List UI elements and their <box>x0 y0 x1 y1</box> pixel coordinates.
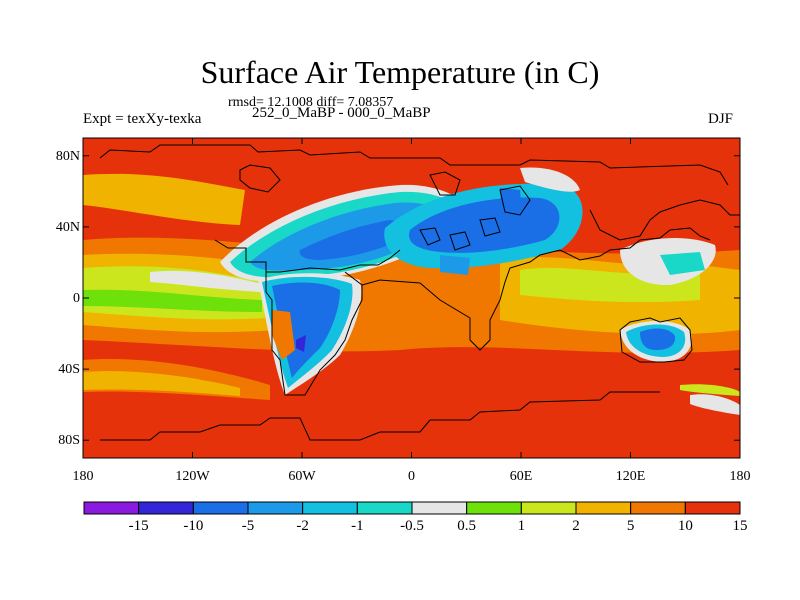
colorbar <box>83 501 741 515</box>
tethys-outline <box>504 227 711 283</box>
colorbar-swatch <box>302 501 358 515</box>
y-tick-label: 80S <box>58 433 80 449</box>
colorbar-swatch <box>520 501 577 515</box>
colorbar-swatch <box>684 501 741 515</box>
north-pacific-yellow <box>83 173 245 225</box>
map-title: Surface Air Temperature (in C) <box>200 54 600 90</box>
south-america-outline <box>265 271 363 396</box>
colorbar-label: 5 <box>626 518 635 534</box>
colorbar-label: 15 <box>732 518 748 534</box>
greenland-outline <box>239 164 281 193</box>
south-pacific-outline <box>100 391 660 441</box>
period-subtitle: 252_0_MaBP - 000_0_MaBP <box>252 105 431 121</box>
pacific-white-tongue <box>150 270 262 292</box>
y-tick-label: 40S <box>58 362 80 378</box>
experiment-label: Expt = texXy-texka <box>83 111 202 127</box>
x-tick-label: 120E <box>615 469 646 484</box>
colorbar-swatch <box>630 501 686 515</box>
colorbar-swatch <box>411 501 468 515</box>
colorbar-swatch <box>356 501 413 515</box>
tethys-islands-outline <box>419 217 501 251</box>
colorbar-swatch <box>575 501 632 515</box>
southeast-lime-streak <box>680 384 740 396</box>
x-tick-label: 180 <box>729 469 751 484</box>
season-label: DJF <box>708 111 734 127</box>
x-tick-label: 0 <box>408 469 415 484</box>
pangaea-north-outline <box>99 144 729 186</box>
arctic-white-streak <box>520 167 580 192</box>
central-asia-outline <box>499 185 531 216</box>
colorbar-label: -5 <box>241 518 255 534</box>
pacific-green-tongue <box>83 289 262 312</box>
colorbar-swatch <box>247 501 304 515</box>
laurasia-blue <box>299 220 407 260</box>
temperature-field <box>83 167 740 415</box>
eurasia-blue-patch <box>500 188 522 214</box>
colorbar-label: -10 <box>183 518 204 534</box>
colorbar-swatch <box>83 501 140 515</box>
x-tick-label: 60E <box>509 469 533 484</box>
colorbar-label: 10 <box>677 518 693 534</box>
colorbar-label: -2 <box>296 518 309 534</box>
axis-ticks <box>82 138 741 458</box>
africa-outline <box>361 279 506 351</box>
eurasia-blue-large <box>409 197 560 253</box>
x-tick-label: 120W <box>175 469 210 484</box>
x-tick-label: 180 <box>72 469 94 484</box>
eurasia-interior-outline <box>429 171 461 196</box>
colorbar-label: 1 <box>517 518 526 534</box>
colorbar-label: -1 <box>351 518 364 534</box>
y-tick-label: 40N <box>55 219 80 235</box>
south-america-purple <box>296 335 306 352</box>
colorbar-swatch <box>466 501 522 515</box>
colorbar-label: 2 <box>572 518 580 534</box>
coastlines <box>99 144 740 441</box>
asia-east-coast-outline <box>589 199 740 241</box>
south-america-orange <box>272 310 295 360</box>
rmsd-diff-stats: rmsd= 12.1008 diff= 7.08357 <box>228 95 394 110</box>
colorbar-label: -15 <box>128 518 149 534</box>
colorbar-swatch <box>138 501 194 515</box>
australia-outline <box>619 317 693 363</box>
x-tick-label: 60W <box>288 469 316 484</box>
colorbar-label: 0.5 <box>457 518 477 534</box>
east-asia-cyan <box>660 252 705 275</box>
colorbar-label: -0.5 <box>400 518 424 534</box>
colorbar-swatch <box>192 501 249 515</box>
y-tick-label: 0 <box>73 291 80 306</box>
y-tick-label: 80N <box>55 148 80 164</box>
eurasia-cyan-patch <box>440 255 470 275</box>
south-pacific-yellow <box>83 371 240 396</box>
australia-blue <box>640 328 676 350</box>
north-america-outline <box>214 239 401 273</box>
southeast-white-streak <box>690 394 740 415</box>
